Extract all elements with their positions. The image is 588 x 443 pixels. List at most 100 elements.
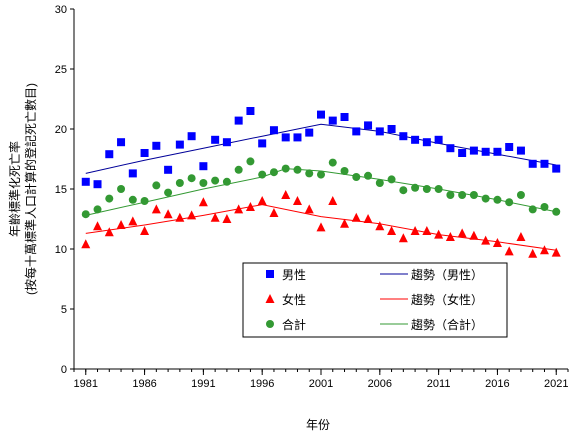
data-point-triangle <box>116 220 126 229</box>
data-point-circle <box>199 179 208 187</box>
data-point-circle <box>552 207 561 216</box>
data-point-circle <box>364 171 373 180</box>
data-point-square <box>481 147 490 156</box>
y-tick-label: 5 <box>61 304 67 316</box>
data-point-square <box>281 133 290 142</box>
data-point-triangle <box>257 196 267 205</box>
data-point-triangle <box>551 247 561 257</box>
data-point-triangle <box>234 204 244 214</box>
data-point-triangle <box>528 248 538 258</box>
data-point-square <box>516 146 525 155</box>
legend-trend-label: 趨勢（男性） <box>411 267 483 282</box>
data-point-triangle <box>398 233 408 243</box>
data-point-triangle <box>363 214 373 223</box>
data-markers <box>81 107 561 258</box>
data-point-circle <box>305 169 314 178</box>
data-point-square <box>269 126 278 135</box>
data-point-square <box>469 146 478 155</box>
data-point-triangle <box>445 232 455 241</box>
x-tick-label: 2001 <box>309 378 333 390</box>
data-point-square <box>128 169 137 178</box>
legend-trend-label: 趨勢（合計） <box>411 317 483 332</box>
data-point-circle <box>493 195 502 204</box>
data-point-circle <box>187 174 196 183</box>
legend-label: 男性 <box>282 268 306 282</box>
data-point-triangle <box>163 209 173 219</box>
data-point-circle <box>540 203 549 211</box>
x-tick-label: 2006 <box>368 378 392 390</box>
data-point-triangle <box>481 235 491 245</box>
data-point-circle <box>328 158 337 167</box>
legend-label: 合計 <box>282 317 306 332</box>
data-point-circle <box>293 165 302 174</box>
x-tick-label: 2016 <box>485 378 509 390</box>
data-point-square <box>164 165 173 174</box>
data-point-square <box>352 127 361 136</box>
data-point-square <box>93 180 102 189</box>
data-point-triangle <box>245 202 255 211</box>
data-point-square <box>234 116 243 125</box>
data-point-circle <box>140 197 149 205</box>
data-point-circle <box>352 173 361 181</box>
data-point-circle <box>505 198 514 207</box>
data-point-square <box>505 143 514 151</box>
data-point-square <box>246 107 255 115</box>
data-point-square <box>399 132 408 141</box>
data-point-triangle <box>140 226 150 235</box>
data-point-triangle <box>281 190 291 199</box>
data-point-triangle <box>104 227 114 237</box>
data-point-square <box>411 135 420 144</box>
data-point-triangle <box>198 197 208 207</box>
y-tick-label: 20 <box>55 124 67 136</box>
data-point-circle <box>458 191 467 199</box>
data-point-circle <box>117 185 126 193</box>
x-tick-label: 1981 <box>74 378 98 390</box>
y-tick-label: 15 <box>55 184 67 196</box>
data-point-square <box>340 113 349 121</box>
y-tick-label: 10 <box>55 244 67 256</box>
data-point-square <box>222 138 231 147</box>
trend-line <box>85 168 557 216</box>
data-point-triangle <box>516 232 526 241</box>
data-point-square <box>81 177 90 186</box>
data-point-circle <box>246 157 255 166</box>
data-point-circle <box>387 175 396 184</box>
data-point-square <box>446 144 455 153</box>
data-point-triangle <box>340 218 350 228</box>
data-point-circle <box>81 210 90 219</box>
data-point-square <box>140 149 149 157</box>
x-tick-label: 1991 <box>191 378 215 390</box>
y-tick-label: 25 <box>55 64 67 76</box>
data-point-circle <box>340 167 349 175</box>
data-point-circle <box>434 185 443 193</box>
data-point-circle <box>516 191 525 199</box>
data-point-triangle <box>351 212 361 222</box>
data-point-square <box>152 141 161 150</box>
data-point-triangle <box>316 222 326 232</box>
data-point-circle <box>175 179 184 187</box>
data-point-circle <box>399 186 408 195</box>
data-point-triangle <box>434 229 444 239</box>
data-point-triangle <box>410 226 420 235</box>
data-point-triangle <box>375 221 385 231</box>
data-point-circle <box>222 177 231 186</box>
data-point-triangle <box>175 212 185 222</box>
legend-marker-circle <box>266 320 274 328</box>
data-point-triangle <box>469 230 479 240</box>
data-point-triangle <box>387 226 397 235</box>
data-point-triangle <box>81 239 91 249</box>
legend-marker-triangle <box>265 294 275 303</box>
data-point-circle <box>446 191 455 199</box>
data-point-square <box>493 147 502 156</box>
y-axis-title-line-1: 年齡標準化死亡率 <box>7 141 22 237</box>
data-point-circle <box>128 195 137 204</box>
data-point-square <box>364 121 373 130</box>
data-point-square <box>458 149 467 157</box>
y-axis-title-line-2: (按每十萬標準人口計算的登記死亡數目) <box>23 83 38 295</box>
data-point-square <box>117 138 126 147</box>
data-point-circle <box>105 194 114 203</box>
data-point-triangle <box>292 196 302 205</box>
data-point-circle <box>164 188 173 197</box>
